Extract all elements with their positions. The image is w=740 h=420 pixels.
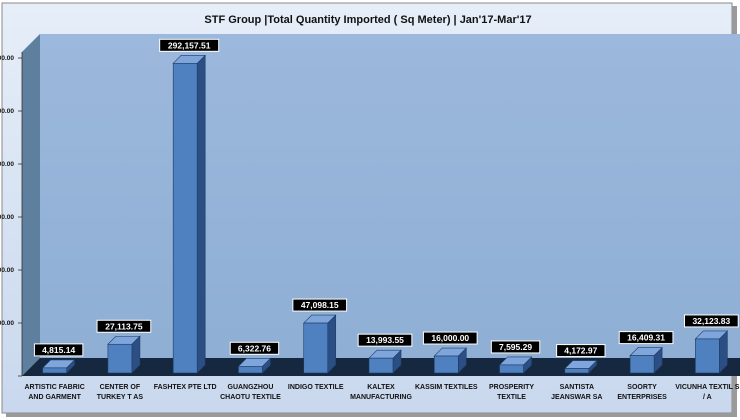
y-tick-label: 00.00 bbox=[0, 214, 14, 221]
y-tick-label: 00.00 bbox=[0, 55, 14, 62]
data-label: 4,815.14 bbox=[42, 345, 75, 355]
data-label: 4,172.97 bbox=[564, 346, 597, 356]
data-label-box bbox=[96, 319, 152, 333]
data-label-box bbox=[618, 331, 674, 345]
bar-side bbox=[327, 314, 337, 374]
data-label: 27,113.75 bbox=[105, 321, 143, 331]
x-tick-label: / A bbox=[703, 394, 712, 401]
x-tick-label: SOORTY bbox=[627, 384, 657, 391]
bar-front bbox=[172, 63, 198, 374]
data-label-box bbox=[684, 314, 739, 328]
data-label: 7,595.29 bbox=[499, 342, 532, 352]
x-tick-label: KASSIM TEXTILES bbox=[415, 384, 478, 391]
bar bbox=[368, 349, 402, 374]
bar-front bbox=[629, 355, 655, 374]
x-tick-label: JEANSWAR SA bbox=[551, 394, 602, 401]
side-wall bbox=[22, 34, 40, 376]
bar-front bbox=[564, 368, 590, 374]
data-label-box bbox=[490, 340, 541, 354]
x-tick-label: KALTEX bbox=[367, 384, 395, 391]
data-label-box bbox=[229, 341, 280, 355]
bar-front bbox=[695, 338, 720, 374]
data-label-box bbox=[292, 298, 348, 312]
x-tick-label: ARTISTIC FABRIC bbox=[24, 384, 84, 391]
bar bbox=[107, 335, 141, 374]
data-label: 13,993.55 bbox=[366, 335, 404, 345]
data-label: 292,157.51 bbox=[168, 40, 211, 50]
bar-front bbox=[368, 357, 394, 374]
data-label: 47,098.15 bbox=[301, 300, 339, 310]
y-tick-label: 00.00 bbox=[0, 320, 14, 327]
data-label-box bbox=[422, 331, 478, 345]
bar bbox=[303, 314, 337, 374]
data-label: 16,409.31 bbox=[627, 333, 665, 343]
bar-front bbox=[499, 364, 524, 374]
bar-front bbox=[107, 343, 133, 374]
bar bbox=[433, 347, 467, 374]
x-tick-label: TURKEY T AS bbox=[97, 394, 144, 401]
data-label: 16,000.00 bbox=[431, 333, 469, 343]
x-tick-label: VICUNHA TEXTIL S bbox=[675, 384, 740, 391]
data-label: 32,123.83 bbox=[692, 316, 730, 326]
bar bbox=[498, 356, 533, 374]
data-label-box bbox=[33, 343, 84, 357]
x-tick-label: SANTISTA bbox=[560, 384, 594, 391]
bar-front bbox=[433, 355, 459, 374]
y-tick-label: 00.00 bbox=[0, 161, 14, 168]
bar-front bbox=[42, 367, 67, 374]
x-tick-label: TEXTILE bbox=[497, 394, 526, 401]
x-tick-label: MANUFACTURING bbox=[350, 394, 412, 401]
x-tick-label: CENTER OF bbox=[100, 384, 141, 391]
x-tick-label: CHAOTU TEXTILE bbox=[220, 394, 281, 401]
bar bbox=[172, 54, 206, 374]
data-label-box bbox=[357, 333, 413, 347]
data-label: 6,322.76 bbox=[238, 343, 271, 353]
bar-front bbox=[238, 365, 263, 374]
x-tick-label: GUANGZHOU bbox=[228, 384, 274, 391]
x-tick-label: PROSPERITY bbox=[489, 384, 534, 391]
data-label-box bbox=[159, 38, 220, 52]
x-tick-label: AND GARMENT bbox=[28, 394, 81, 401]
bar bbox=[41, 359, 76, 374]
bar bbox=[629, 346, 663, 374]
x-tick-label: INDIGO TEXTILE bbox=[288, 384, 344, 391]
x-tick-label: FASHTEX PTE LTD bbox=[154, 384, 217, 391]
chart-title: STF Group |Total Quantity Imported ( Sq … bbox=[204, 14, 531, 26]
bar-front bbox=[303, 322, 329, 374]
bar bbox=[564, 359, 598, 374]
x-tick-label: ENTERPRISES bbox=[617, 394, 667, 401]
y-tick-label: 00.00 bbox=[0, 267, 14, 274]
plot-area: 00.00 00.00 00.00 00.00 00.00 00.00 4,815.14 AR… bbox=[0, 34, 740, 401]
bar bbox=[237, 357, 272, 374]
data-label-box bbox=[556, 344, 606, 358]
bar bbox=[694, 330, 729, 374]
y-tick-label: 00.00 bbox=[0, 108, 14, 115]
bar-side bbox=[196, 54, 206, 374]
